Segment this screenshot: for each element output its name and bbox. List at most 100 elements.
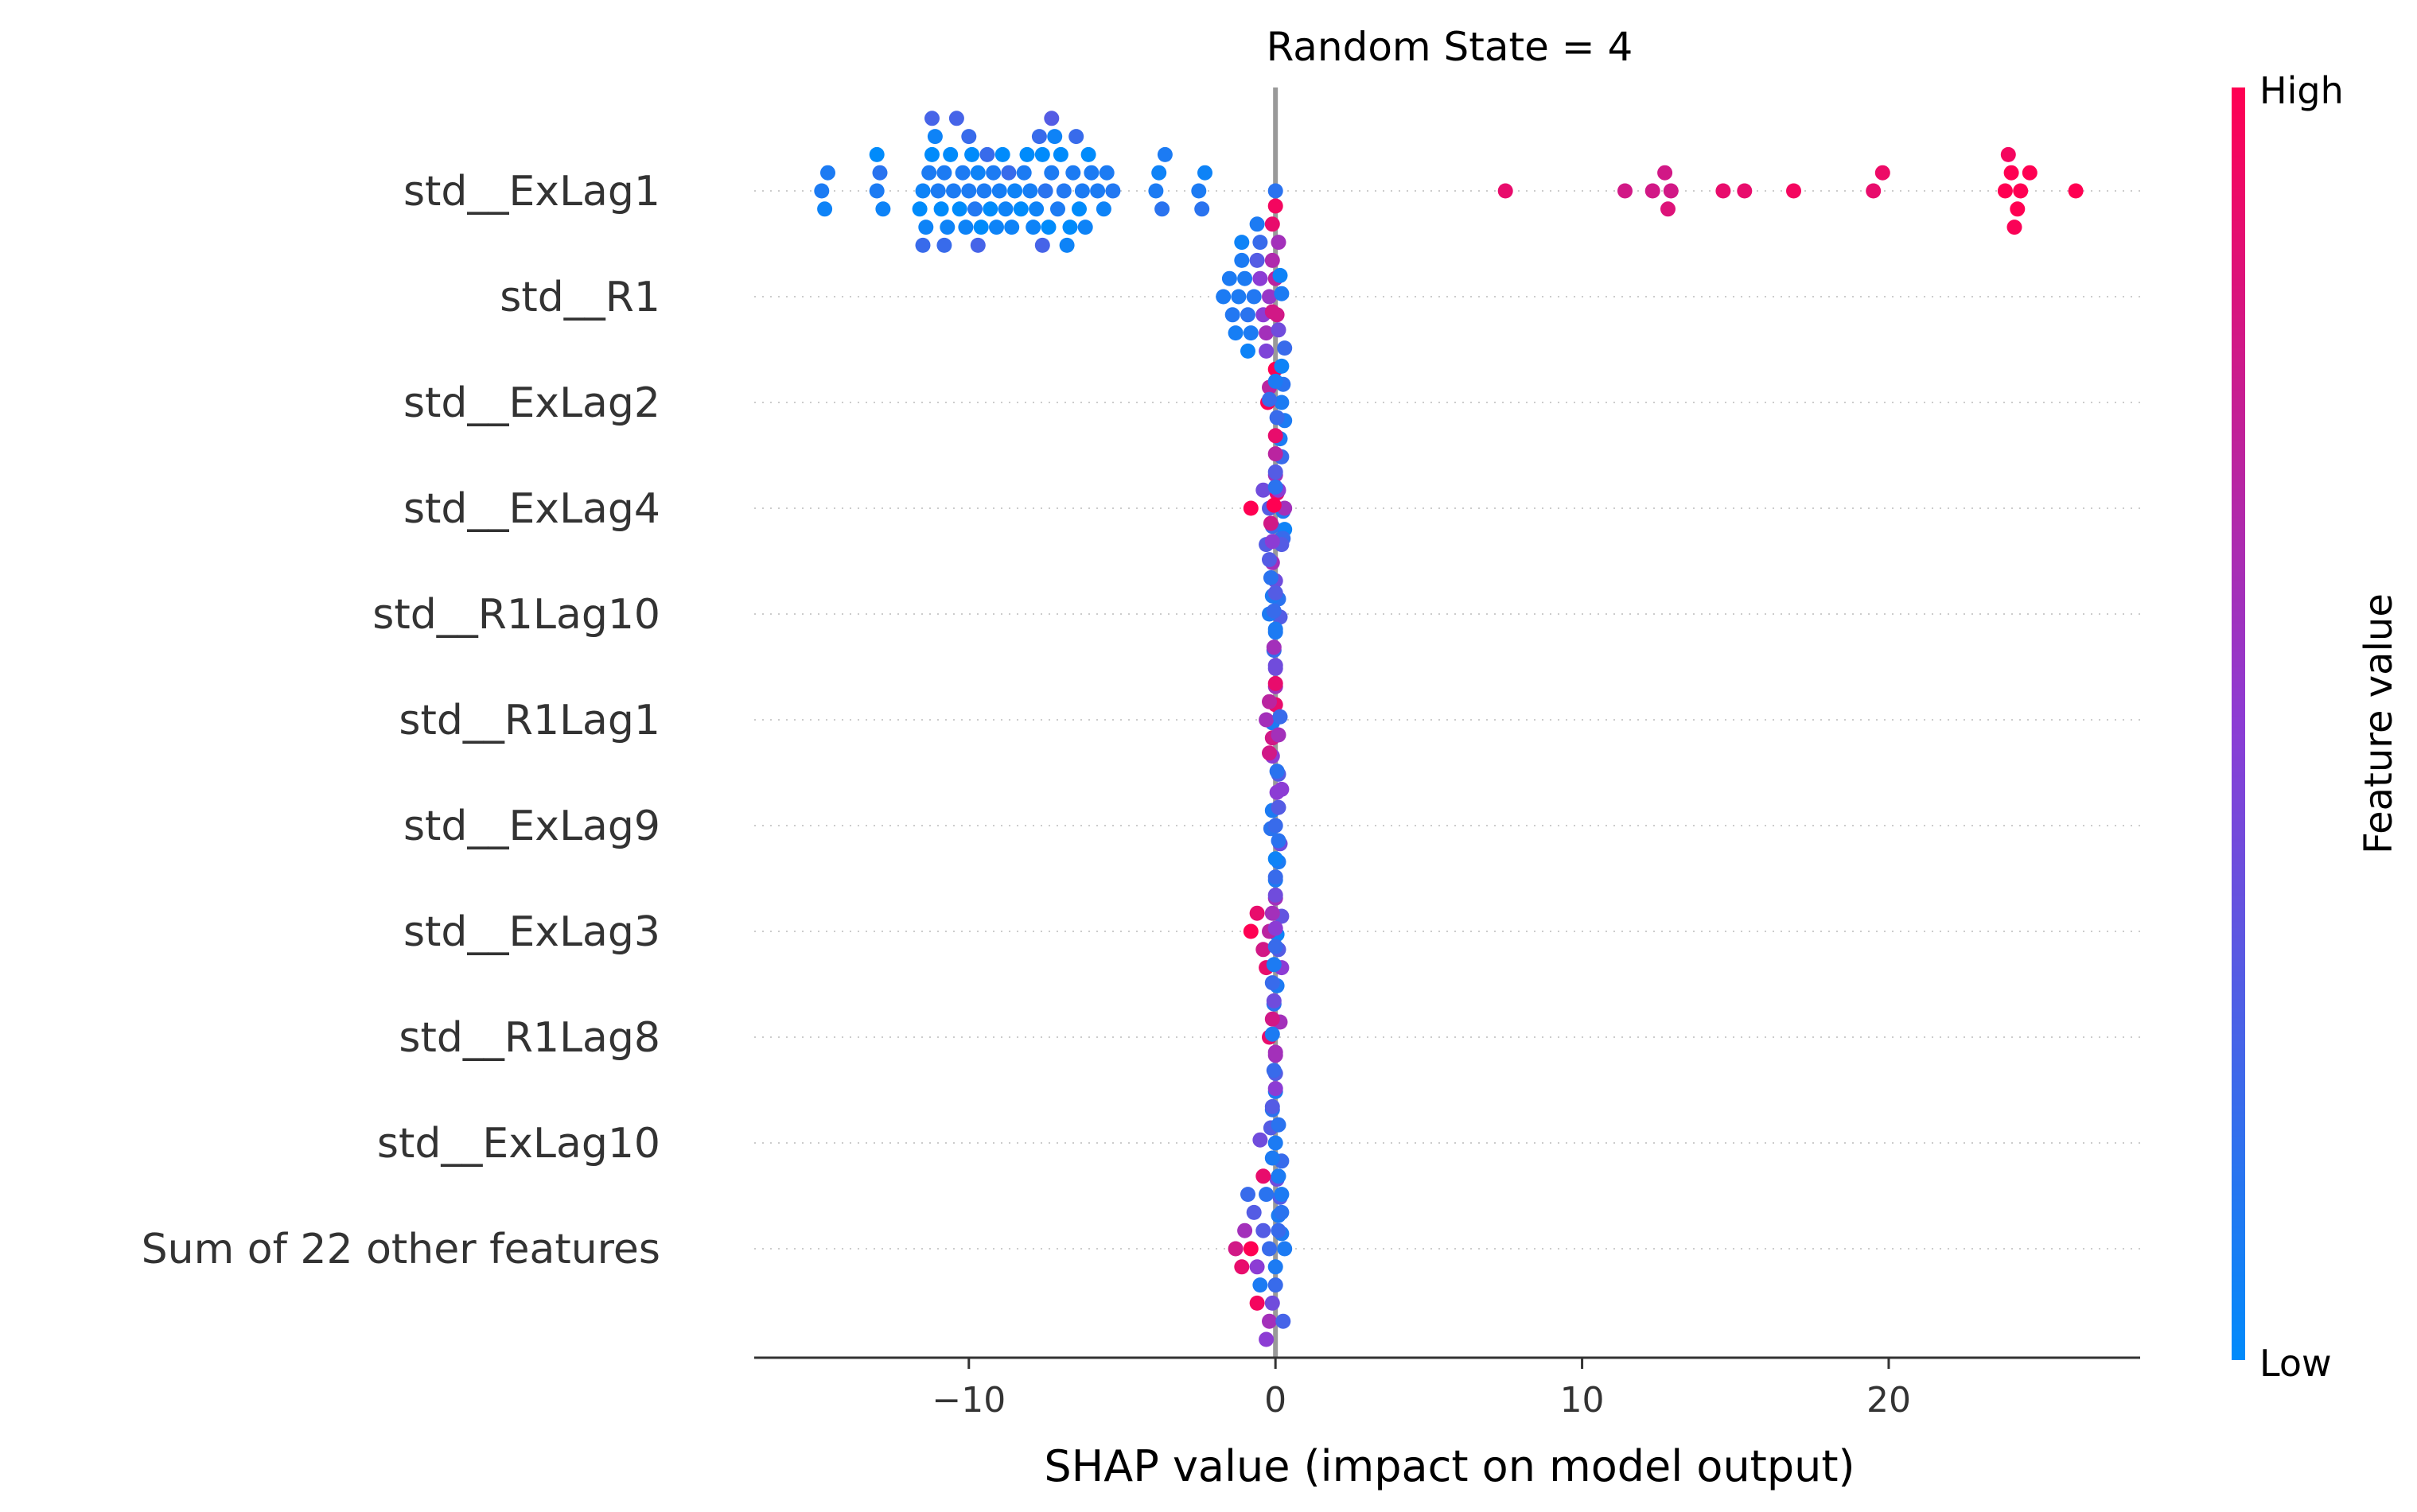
shap-point — [1077, 220, 1093, 235]
shap-point — [943, 146, 959, 162]
shap-point — [1267, 621, 1283, 637]
shap-point — [1264, 252, 1280, 268]
shap-point — [1267, 887, 1283, 903]
shap-point — [1026, 220, 1041, 235]
shap-point — [1267, 658, 1283, 674]
shap-point — [1264, 1026, 1280, 1042]
shap-point — [1267, 851, 1283, 867]
shap-point — [1271, 727, 1286, 743]
shap-point — [1267, 373, 1283, 389]
shap-point — [964, 146, 980, 162]
shap-point — [817, 201, 833, 217]
shap-point — [872, 165, 888, 181]
shap-point — [1264, 1011, 1280, 1027]
shap-point — [989, 220, 1004, 235]
shap-point — [1266, 497, 1282, 513]
shap-point — [915, 183, 931, 199]
shap-point — [1267, 446, 1283, 462]
shap-point — [1191, 183, 1207, 199]
shap-point — [1271, 1117, 1286, 1133]
shap-point — [1259, 1187, 1275, 1203]
shap-point — [961, 183, 977, 199]
shap-point — [2000, 146, 2016, 162]
shap-point — [1007, 183, 1023, 199]
shap-point — [1263, 515, 1279, 531]
shap-point — [2006, 220, 2022, 235]
shap-point — [1866, 183, 1882, 199]
shap-point — [1252, 270, 1268, 286]
shap-point — [1029, 201, 1045, 217]
colorbar-axis-label: Feature value — [2357, 593, 2401, 854]
shap-point — [973, 220, 989, 235]
shap-point — [820, 165, 835, 181]
shap-point — [2068, 183, 2084, 199]
feature-labels: std__ExLag1 std__R1 std__ExLag2 std__ExLag4… — [142, 168, 660, 1273]
shap-point — [1264, 905, 1280, 921]
shap-point — [1047, 129, 1063, 145]
shap-point — [1084, 165, 1100, 181]
shap-point — [1105, 183, 1121, 199]
shap-point — [970, 237, 986, 253]
shap-point — [1240, 307, 1255, 323]
shap-point — [1264, 1098, 1280, 1114]
shap-point — [1272, 267, 1288, 283]
shap-point — [1274, 1204, 1290, 1220]
shap-point — [936, 237, 952, 253]
shap-point — [1074, 183, 1090, 199]
shap-point — [1271, 235, 1286, 251]
shap-point — [1263, 569, 1279, 585]
shap-point — [1059, 237, 1075, 253]
shap-point — [1663, 183, 1679, 199]
shap-point — [1274, 1187, 1290, 1203]
shap-point — [1154, 201, 1170, 217]
shap-point — [1274, 286, 1290, 301]
shap-point — [1243, 500, 1259, 516]
shap-point — [958, 220, 974, 235]
shap-point — [1252, 1277, 1268, 1293]
shap-point — [1099, 165, 1115, 181]
shap-point — [1264, 975, 1280, 991]
shap-point — [1277, 340, 1293, 356]
shap-point — [1246, 1204, 1262, 1220]
shap-point — [1660, 201, 1676, 217]
shap-point — [1266, 639, 1282, 655]
shap-point — [1022, 183, 1038, 199]
shap-point — [1044, 165, 1060, 181]
shap-point — [1259, 325, 1275, 341]
shap-point — [1056, 183, 1072, 199]
colorbar-low-label: Low — [2259, 1342, 2332, 1385]
shap-point — [1262, 1241, 1277, 1257]
shap-point — [1874, 165, 1890, 181]
shap-point — [1267, 1277, 1283, 1293]
shap-point — [1216, 289, 1232, 305]
feature-label: std__ExLag3 — [403, 908, 660, 956]
shap-point — [948, 111, 964, 126]
shap-point — [1255, 1168, 1271, 1184]
shap-point — [946, 183, 961, 199]
shap-point — [1267, 1044, 1283, 1060]
shap-point — [986, 165, 1002, 181]
shap-point — [1249, 905, 1265, 921]
shap-point — [1004, 220, 1020, 235]
shap-point — [1194, 201, 1210, 217]
shap-point — [1255, 482, 1271, 498]
shap-point — [875, 201, 891, 217]
shap-point — [1157, 146, 1173, 162]
shap-point — [1264, 534, 1280, 550]
shap-point — [1259, 712, 1275, 728]
shap-point — [1266, 957, 1282, 973]
feature-label: Sum of 22 other features — [142, 1226, 660, 1273]
shap-point — [1062, 220, 1078, 235]
shap-point — [1274, 781, 1290, 797]
x-axis-label: SHAP value (impact on model output) — [1044, 1441, 1855, 1491]
shap-points — [814, 111, 2084, 1347]
shap-point — [1262, 289, 1277, 305]
shap-point — [1034, 237, 1050, 253]
shap-point — [1275, 1313, 1291, 1329]
shap-point — [1267, 1081, 1283, 1097]
feature-label: std__R1 — [500, 274, 660, 321]
shap-point — [994, 146, 1010, 162]
shap-point — [1228, 325, 1244, 341]
shap-point — [1151, 165, 1167, 181]
